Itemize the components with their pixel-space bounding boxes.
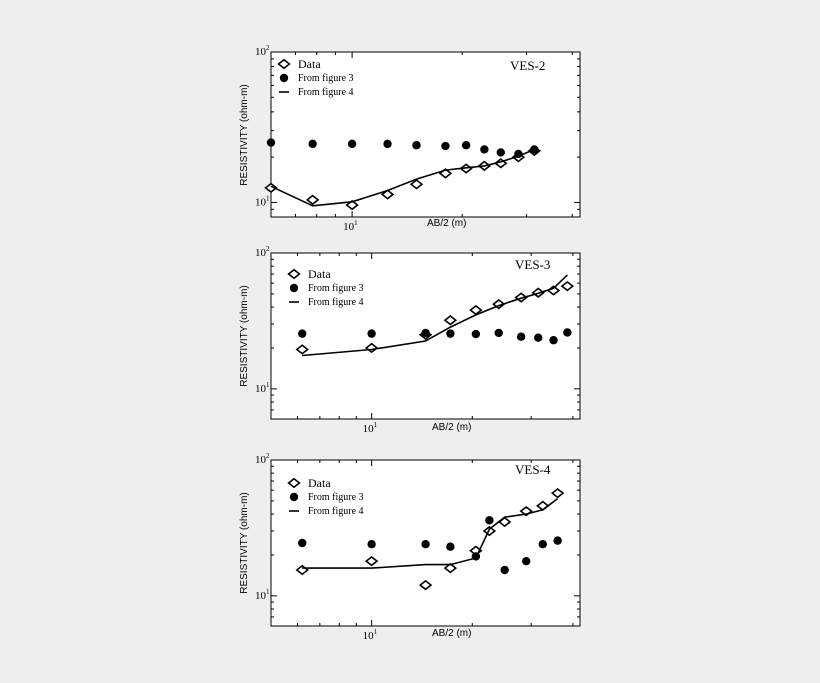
- data-point-diamond: [443, 562, 458, 574]
- data-point-diamond: [482, 525, 497, 537]
- x-tick-label: 101: [343, 219, 358, 233]
- x-axis-label: AB/2 (m): [432, 628, 471, 639]
- axis-ticks: [270, 252, 580, 420]
- y-axis-label: RESISTIVITY (ohm-m): [239, 84, 250, 186]
- axis-ticks: [270, 51, 580, 218]
- x-axis-label: AB/2 (m): [432, 422, 471, 433]
- y-tick-label: 101: [255, 194, 270, 208]
- y-tick-label: 101: [255, 588, 270, 602]
- series-from-figure-3: [298, 328, 572, 345]
- data-point-circle: [549, 336, 558, 345]
- y-axis-label: RESISTIVITY (ohm-m): [239, 285, 250, 387]
- legend: Data From figure 3 From figure 4: [277, 57, 354, 98]
- legend-label: Data: [308, 476, 331, 490]
- legend-label: From figure 4: [298, 87, 354, 98]
- data-point-circle: [421, 540, 430, 549]
- legend-marker-circle: [279, 73, 289, 83]
- data-point-circle: [266, 138, 276, 147]
- series-from-figure-4: [270, 148, 535, 207]
- y-tick-label: 102: [255, 245, 270, 259]
- data-point-circle: [563, 328, 572, 337]
- data-point-circle: [485, 516, 494, 525]
- data-point-circle: [496, 148, 505, 157]
- legend-marker-diamond: [287, 268, 301, 280]
- x-tick-label: 101: [363, 628, 378, 642]
- series-from-figure-4: [302, 497, 559, 569]
- legend-label: From figure 3: [298, 73, 354, 84]
- y-axis-label: RESISTIVITY (ohm-m): [239, 492, 250, 594]
- data-point-circle: [534, 333, 543, 342]
- data-point-circle: [446, 329, 455, 338]
- data-point-diamond: [345, 199, 359, 211]
- series-line: [302, 497, 559, 569]
- legend-label: From figure 3: [308, 492, 364, 503]
- x-axis-label: AB/2 (m): [427, 218, 466, 229]
- data-point-diamond: [560, 280, 575, 292]
- data-point-diamond: [380, 189, 395, 200]
- data-point-circle: [412, 141, 421, 150]
- legend-marker-diamond: [287, 477, 301, 489]
- data-point-diamond: [264, 182, 278, 194]
- panel-label: VES-4: [515, 462, 551, 477]
- legend-marker-circle: [289, 283, 299, 293]
- data-point-circle: [471, 329, 481, 339]
- data-point-circle: [347, 139, 357, 149]
- data-point-circle: [522, 556, 531, 566]
- data-point-circle: [367, 329, 376, 338]
- data-point-circle: [461, 141, 471, 150]
- data-point-circle: [421, 328, 430, 338]
- series-from-figure-4: [302, 274, 568, 357]
- panel-label: VES-2: [510, 58, 545, 73]
- legend-label: From figure 4: [308, 297, 364, 308]
- legend: Data From figure 3 From figure 4: [287, 267, 364, 308]
- data-point-diamond: [519, 505, 533, 517]
- legend: Data From figure 3 From figure 4: [287, 476, 364, 517]
- data-point-diamond: [305, 194, 320, 206]
- data-point-diamond: [364, 555, 379, 567]
- data-point-circle: [298, 329, 307, 338]
- data-point-circle: [500, 565, 509, 575]
- data-point-circle: [441, 141, 450, 151]
- data-point-circle: [298, 538, 307, 548]
- data-point-diamond: [550, 487, 565, 499]
- data-point-diamond: [418, 579, 433, 591]
- data-point-circle: [446, 542, 455, 551]
- panel-label: VES-3: [515, 257, 550, 272]
- x-tick-label: 101: [363, 421, 378, 435]
- axis-ticks: [270, 459, 580, 627]
- data-point-circle: [538, 540, 547, 549]
- y-tick-label: 102: [255, 452, 270, 466]
- data-point-circle: [308, 139, 317, 149]
- legend-label: Data: [308, 267, 331, 281]
- legend-label: Data: [298, 57, 321, 71]
- series-line: [302, 274, 568, 357]
- y-tick-label: 102: [255, 44, 270, 58]
- data-point-circle: [516, 332, 526, 341]
- y-tick-label: 101: [255, 381, 270, 395]
- legend-label: From figure 4: [308, 506, 364, 517]
- legend-marker-circle: [289, 492, 299, 502]
- data-point-circle: [480, 145, 489, 154]
- data-point-diamond: [409, 179, 424, 190]
- data-point-circle: [367, 540, 376, 549]
- data-point-circle: [553, 536, 562, 545]
- data-point-circle: [494, 328, 503, 338]
- plot-frame: [270, 51, 581, 218]
- data-point-diamond: [443, 315, 458, 326]
- data-point-circle: [383, 139, 392, 149]
- series-line: [270, 148, 535, 207]
- data-point-diamond: [295, 344, 309, 355]
- legend-label: From figure 3: [308, 283, 364, 294]
- legend-marker-diamond: [277, 58, 291, 70]
